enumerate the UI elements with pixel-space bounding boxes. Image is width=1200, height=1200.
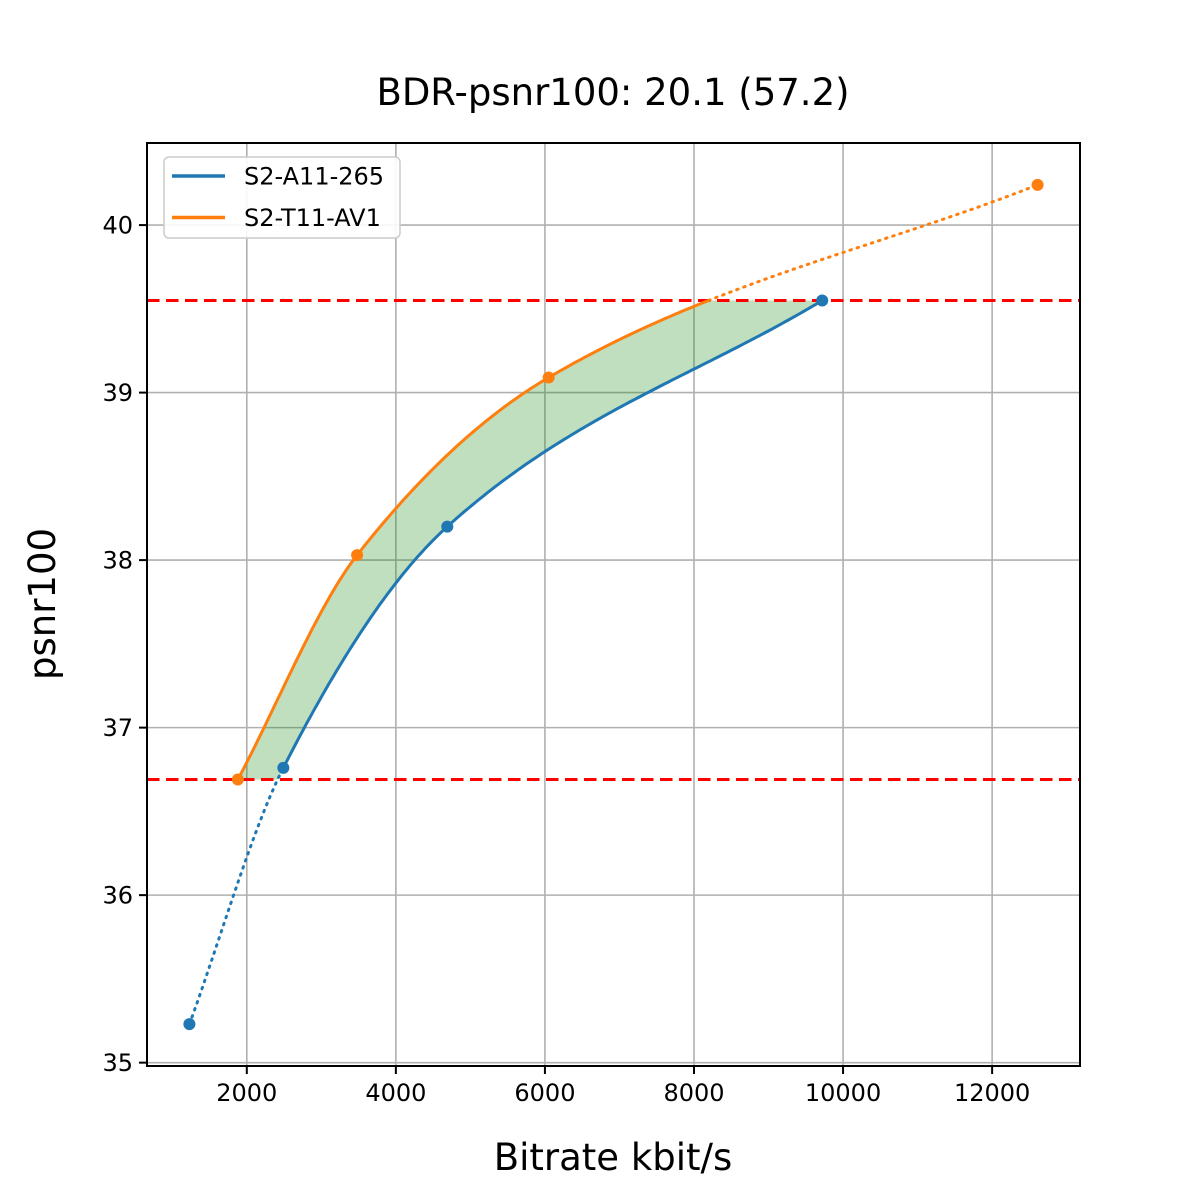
series-curve-dotted <box>707 183 1040 302</box>
y-tick-label: 36 <box>102 882 133 910</box>
data-point <box>183 1018 196 1031</box>
tick-labels: 2000 4000 6000 8000 10000 12000 35 36 37 38 39 40 <box>102 212 1030 1107</box>
data-point <box>816 294 829 307</box>
legend-label-series-0: S2-A11-265 <box>244 163 384 191</box>
data-point <box>351 549 364 562</box>
y-axis-label: psnr100 <box>21 528 64 680</box>
chart-title: BDR-psnr100: 20.1 (57.2) <box>376 71 849 114</box>
x-tick-label: 6000 <box>514 1079 575 1107</box>
series-curve-solid <box>236 299 710 781</box>
series-curve-dotted <box>187 766 285 1026</box>
y-tick-label: 35 <box>102 1049 133 1077</box>
data-point-markers <box>183 178 1044 1031</box>
data-point <box>1031 178 1044 191</box>
y-tick-label: 39 <box>102 379 133 407</box>
y-tick-label: 38 <box>102 547 133 575</box>
x-tick-label: 12000 <box>954 1079 1030 1107</box>
legend: S2-A11-265 S2-T11-AV1 <box>163 156 401 239</box>
bd-shaded-region <box>237 300 823 780</box>
legend-label-series-1: S2-T11-AV1 <box>244 204 381 232</box>
data-point <box>542 371 555 384</box>
y-tick-label: 40 <box>102 212 133 240</box>
overlap-hlines <box>147 298 1080 782</box>
axis-ticks <box>139 224 994 1074</box>
y-tick-label: 37 <box>102 714 133 742</box>
gridlines <box>147 143 1080 1066</box>
series-curves <box>187 183 1040 1026</box>
x-tick-label: 10000 <box>805 1079 881 1107</box>
data-point <box>231 773 244 786</box>
series-curve-solid <box>281 299 823 769</box>
data-point <box>277 761 290 774</box>
data-point <box>441 520 454 533</box>
x-tick-label: 8000 <box>663 1079 724 1107</box>
x-tick-label: 2000 <box>216 1079 277 1107</box>
plot-border <box>146 142 1081 1067</box>
x-axis-label: Bitrate kbit/s <box>494 1136 733 1179</box>
x-tick-label: 4000 <box>365 1079 426 1107</box>
bd-area-polygon <box>237 300 823 780</box>
